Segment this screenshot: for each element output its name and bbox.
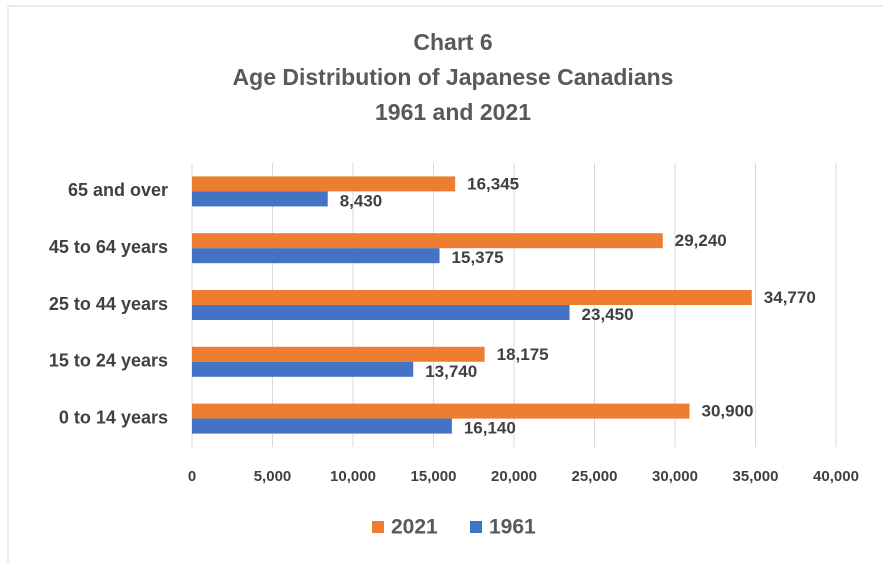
data-label: 29,240: [675, 231, 727, 250]
y-tick-label: 0 to 14 years: [59, 407, 168, 427]
legend-label: 1961: [489, 516, 536, 539]
data-label: 15,375: [452, 248, 504, 267]
bar: [192, 248, 440, 264]
data-label: 16,345: [467, 174, 519, 193]
data-label: 23,450: [582, 305, 634, 324]
data-label: 18,175: [497, 345, 549, 364]
y-tick-label: 45 to 64 years: [49, 237, 168, 257]
x-tick-label: 5,000: [254, 468, 292, 485]
bar: [192, 176, 456, 192]
x-tick-label: 25,000: [572, 468, 618, 485]
x-tick-label: 10,000: [330, 468, 376, 485]
x-tick-label: 30,000: [652, 468, 698, 485]
bar: [192, 191, 328, 207]
chart-title: Age Distribution of Japanese Canadians: [233, 64, 674, 90]
bar: [192, 346, 485, 362]
legend-swatch: [372, 521, 384, 533]
data-label: 30,900: [701, 402, 753, 421]
data-label: 34,770: [764, 288, 816, 307]
data-label: 13,740: [425, 362, 477, 381]
bar: [192, 403, 690, 419]
y-tick-label: 25 to 44 years: [49, 294, 168, 314]
x-tick-label: 15,000: [411, 468, 457, 485]
y-tick-label: 65 and over: [68, 180, 168, 200]
legend-swatch: [470, 521, 482, 533]
bar: [192, 361, 414, 377]
bar: [192, 233, 663, 249]
x-tick-label: 0: [188, 468, 196, 485]
x-tick-label: 40,000: [813, 468, 859, 485]
data-label: 8,430: [340, 191, 383, 210]
chart-title: Chart 6: [413, 29, 492, 55]
legend-label: 2021: [391, 516, 438, 539]
chart-title: 1961 and 2021: [375, 99, 531, 125]
y-tick-label: 15 to 24 years: [49, 351, 168, 371]
bar: [192, 305, 570, 320]
x-tick-label: 20,000: [491, 468, 537, 485]
bar: [192, 418, 452, 434]
data-label: 16,140: [464, 419, 516, 438]
x-tick-label: 35,000: [733, 468, 779, 485]
bar: [192, 290, 752, 305]
